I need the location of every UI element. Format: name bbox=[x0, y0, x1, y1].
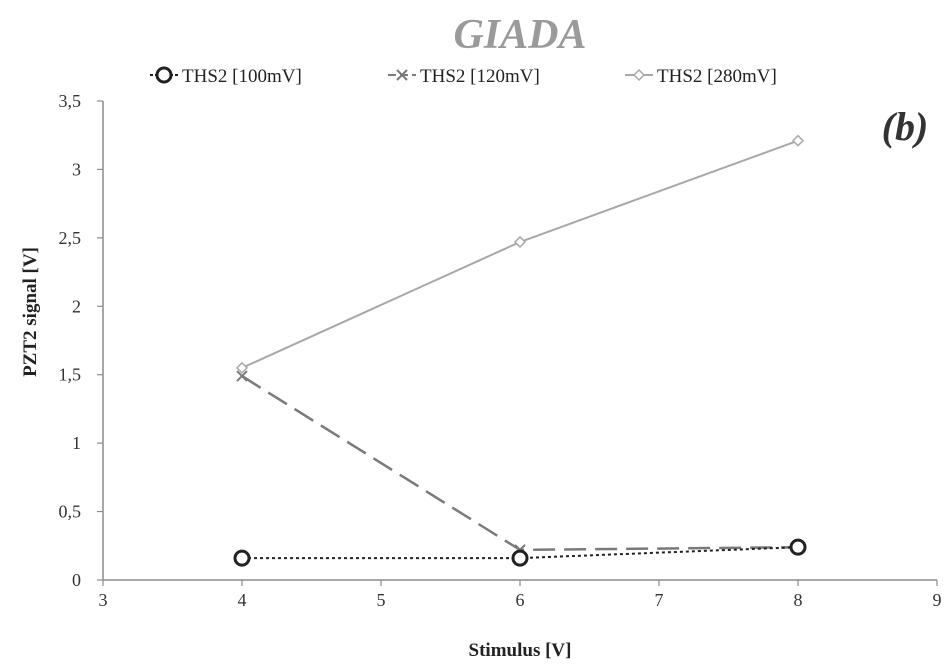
y-tick-label: 1 bbox=[72, 433, 81, 453]
series-1 bbox=[233, 538, 807, 567]
axes: 3 4 5 6 7 8 9 0 0,5 1 1,5 2 2,5 3 3,5 bbox=[59, 91, 942, 610]
data-point bbox=[513, 235, 527, 249]
x-tick-label: 4 bbox=[238, 590, 247, 610]
y-tick-label: 2 bbox=[72, 296, 81, 316]
y-tick-label: 0 bbox=[72, 570, 81, 590]
legend-marker bbox=[632, 68, 646, 82]
legend-label: THS2 [100mV] bbox=[182, 66, 302, 87]
chart-title: GIADA bbox=[453, 12, 586, 58]
y-tick-label: 1,5 bbox=[59, 365, 82, 385]
data-point bbox=[236, 370, 248, 382]
y-axis-label: PZT2 signal [V] bbox=[20, 247, 41, 377]
series-line bbox=[241, 139, 799, 369]
legend-marker bbox=[155, 66, 173, 84]
x-tick-label: 5 bbox=[377, 590, 386, 610]
y-tick-label: 2,5 bbox=[59, 228, 82, 248]
x-tick-label: 3 bbox=[99, 590, 108, 610]
data-point bbox=[789, 538, 807, 556]
legend-item: THS2 [100mV] bbox=[150, 66, 302, 87]
x-axis-label: Stimulus [V] bbox=[469, 640, 572, 661]
x-tick-label: 9 bbox=[933, 590, 942, 610]
series-group bbox=[233, 134, 807, 567]
series-2 bbox=[236, 370, 804, 556]
x-tick-label: 8 bbox=[794, 590, 803, 610]
data-point bbox=[233, 549, 251, 567]
data-point bbox=[511, 549, 529, 567]
data-point bbox=[235, 361, 249, 374]
series-3 bbox=[235, 134, 805, 374]
y-tick-label: 3,5 bbox=[59, 91, 82, 111]
series-line bbox=[241, 375, 799, 552]
legend-label: THS2 [120mV] bbox=[420, 66, 540, 87]
x-tick-label: 7 bbox=[655, 590, 664, 610]
panel-annotation: (b) bbox=[882, 104, 929, 149]
legend: THS2 [100mV] THS2 [120mV] THS2 [280mV] bbox=[150, 66, 777, 87]
x-tick-label: 6 bbox=[516, 590, 525, 610]
y-tick-label: 3 bbox=[72, 159, 81, 179]
legend-item: THS2 [280mV] bbox=[625, 66, 777, 87]
data-point bbox=[791, 134, 805, 147]
legend-label: THS2 [280mV] bbox=[657, 66, 777, 87]
legend-item: THS2 [120mV] bbox=[388, 66, 540, 87]
y-tick-label: 0,5 bbox=[59, 502, 82, 522]
legend-marker bbox=[396, 69, 408, 81]
